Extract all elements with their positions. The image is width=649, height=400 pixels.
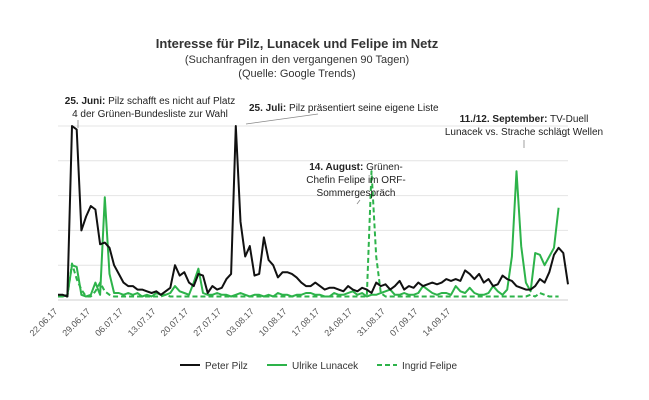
legend-label-pilz: Peter Pilz: [205, 361, 248, 372]
annotation-leaders: [77, 113, 525, 205]
x-tick-label: 17.08.17: [290, 306, 322, 338]
series-line-pilz: [58, 125, 569, 298]
series-line-felipe: [58, 170, 559, 298]
annotation-pilz-juli: 25. Juli: Pilz präsentiert seine eigene …: [249, 103, 439, 114]
x-tick-label: 22.06.17: [28, 306, 60, 338]
annotation-felipe-date: 14. August:: [309, 162, 363, 173]
x-tick-label: 10.08.17: [257, 306, 289, 338]
annotation-lunacek-text1: TV-Duell: [547, 114, 588, 125]
annotation-felipe: 14. August: Grünen-: [309, 162, 403, 173]
x-tick-label: 14.09.17: [421, 306, 453, 338]
chart-subtitle: (Suchanfragen in den vergangenen 90 Tage…: [185, 54, 409, 66]
x-tick-label: 07.09.17: [388, 306, 420, 338]
annotation-lunacek-line2: Lunacek vs. Strache schlägt Wellen: [445, 127, 603, 138]
annotation-felipe-text1: Grünen-: [363, 162, 402, 173]
x-tick-label: 20.07.17: [159, 306, 191, 338]
x-tick-label: 27.07.17: [191, 306, 223, 338]
annotation-pilz-juli-text1: Pilz präsentiert seine eigene Liste: [286, 103, 439, 114]
legend: Peter Pilz Ulrike Lunacek Ingrid Felipe: [180, 361, 457, 372]
x-tick-label: 03.08.17: [224, 306, 256, 338]
annotation-lunacek: 11./12. September: TV-Duell: [460, 114, 589, 125]
annotation-leader-2: [245, 113, 319, 125]
x-tick-label: 29.06.17: [60, 306, 92, 338]
chart-title: Interesse für Pilz, Lunacek und Felipe i…: [156, 36, 439, 51]
legend-label-felipe: Ingrid Felipe: [402, 361, 457, 372]
annotation-pilz-juni-date: 25. Juni:: [65, 96, 106, 107]
annotation-felipe-line3: Sommergespräch: [317, 188, 396, 199]
x-tick-labels: 22.06.17 29.06.17 06.07.17 13.07.17 20.07.17…: [28, 306, 453, 338]
annotation-pilz-juni-text1: Pilz schafft es nicht auf Platz: [105, 96, 235, 107]
annotation-pilz-juni: 25. Juni: Pilz schafft es nicht auf Plat…: [65, 96, 235, 107]
legend-label-lunacek: Ulrike Lunacek: [292, 361, 359, 372]
series-lines: [58, 125, 569, 298]
x-tick-label: 24.08.17: [322, 306, 354, 338]
x-tick-label: 06.07.17: [93, 306, 125, 338]
x-tick-label: 13.07.17: [126, 306, 158, 338]
annotation-pilz-juli-date: 25. Juli:: [249, 103, 286, 114]
annotation-felipe-line2: Chefin Felipe im ORF-: [306, 175, 405, 186]
series-line-lunacek: [58, 170, 560, 298]
chart-source: (Quelle: Google Trends): [238, 68, 355, 80]
annotation-lunacek-date: 11./12. September:: [460, 114, 548, 125]
grid-lines: [58, 125, 568, 301]
x-tick-label: 31.08.17: [355, 306, 387, 338]
annotation-leader-3: [356, 199, 361, 205]
annotation-pilz-juni-line2: 4 der Grünen-Bundesliste zur Wahl: [72, 109, 228, 120]
